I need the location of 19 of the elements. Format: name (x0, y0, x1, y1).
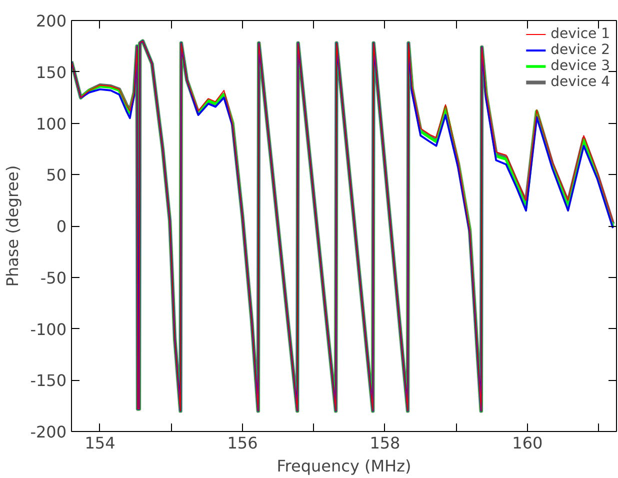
x-tick-label: 156 (227, 434, 258, 452)
y-tick-label: -100 (30, 320, 66, 339)
x-tick-label: 160 (512, 434, 543, 452)
y-tick-label: 200 (36, 12, 67, 30)
legend-label: device 3 (550, 58, 610, 74)
y-tick-label: 150 (36, 62, 67, 82)
legend-label: device 2 (550, 42, 610, 58)
y-tick-label: -150 (30, 371, 66, 390)
x-tick-label: 158 (370, 434, 400, 452)
y-tick-label: -200 (30, 422, 66, 442)
y-axis-title: Phase (degree) (3, 165, 22, 287)
legend-label: device 1 (550, 26, 610, 42)
y-tick-label: 0 (56, 217, 67, 236)
legend-label: device 4 (550, 74, 610, 90)
y-tick-label: -50 (40, 268, 67, 288)
x-axis-title: Frequency (MHz) (276, 456, 412, 476)
y-tick-label: 50 (46, 166, 66, 185)
y-tick-label: 100 (36, 114, 67, 134)
x-tick-label: 154 (84, 434, 116, 452)
